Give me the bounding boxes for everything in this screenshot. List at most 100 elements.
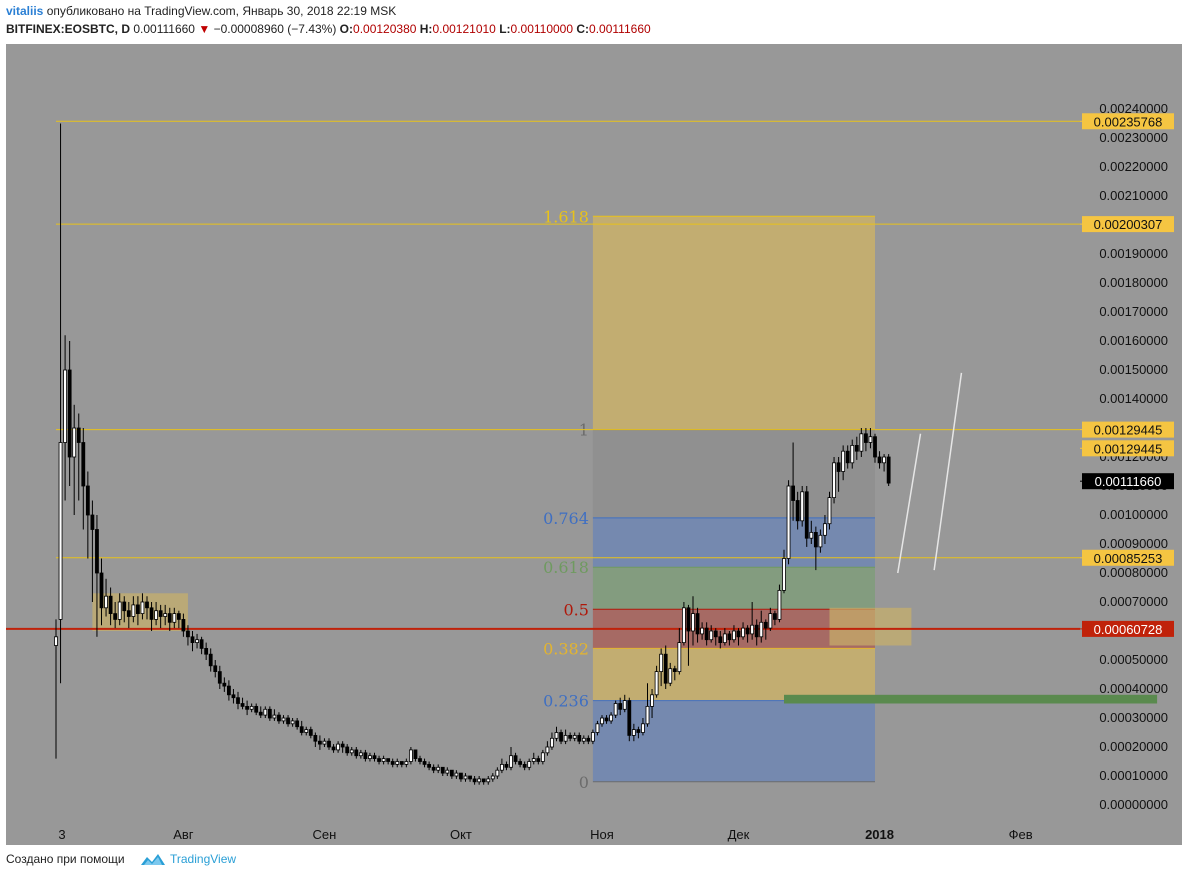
candle-body [804,491,809,539]
candle-body [99,572,104,609]
candle [431,764,436,774]
candle [713,628,718,646]
candle [58,123,63,684]
price-tick-label: 0.00230000 [1099,130,1168,145]
price-line-label: 0.00085253 [1094,551,1163,566]
fib-band-0-0.236 [592,700,875,782]
candle [864,428,868,452]
candle-body [554,732,559,739]
candle [622,694,627,713]
candle-body [763,621,768,629]
candle [108,587,113,626]
candle [358,749,363,759]
candle-body [627,700,632,736]
candle-body [263,708,268,716]
price-line-label: 0.00060728 [1094,622,1163,637]
low-value: 0.00110000 [510,22,574,36]
footer: Создано при помощи TradingView [0,845,1182,879]
candle-body [331,746,336,751]
candle-body [650,694,654,707]
candle-body [768,613,773,629]
candle [745,625,750,643]
candle [504,761,509,771]
candle [509,747,513,771]
price-tick-label: 0.00040000 [1099,681,1168,696]
candle [859,428,864,457]
candle-body [832,462,836,498]
candle [126,602,131,629]
candle-body [700,627,704,635]
candle [886,454,891,486]
candle [272,709,277,721]
price-tick-label: 0.00050000 [1099,652,1168,667]
candle-body [377,758,381,762]
candle [741,622,745,640]
candle [427,761,432,771]
candle [791,442,795,521]
fib-band-0.236-0.382 [592,648,875,701]
candle [677,628,682,675]
candle-body [713,630,718,638]
price-chart[interactable]: 00.2360.3820.50.6180.76411.6180.00000000… [0,44,1182,845]
candle-body [859,433,864,452]
candle [786,480,791,565]
candle-body [522,764,527,768]
candle [81,428,86,530]
candle-body [372,755,377,760]
chart-area[interactable]: 0 0.236 0.382 0.5 0.618 0.764 1 1.618 0.00000000… [0,44,1182,845]
time-tick-label: Фев [1009,827,1033,842]
candle-body [95,529,99,574]
candle [827,491,832,530]
trend-line [933,372,963,571]
candle-body [682,607,686,643]
candle-body [559,732,563,742]
candle-body [172,613,177,623]
candle-body [463,775,468,780]
high-value: 0.00121010 [432,22,496,36]
candle-body [354,749,359,757]
candle-body [845,450,850,464]
candle-body [873,436,877,458]
candle-body [154,610,159,620]
candle-body [54,636,58,646]
candle-body [117,601,122,620]
candle [832,457,836,504]
candle [763,619,768,640]
candle [85,471,90,559]
candle [823,515,827,544]
candle [163,604,168,626]
candle [440,766,445,776]
candle [686,604,691,666]
candle [754,619,759,646]
candle [631,723,636,742]
candle-body [886,456,891,484]
candle-body [149,607,154,620]
candle [104,578,108,617]
candle-body [609,714,613,722]
candle [522,761,527,771]
candle-body [240,703,245,707]
tradingview-logo-icon[interactable] [140,851,166,869]
candle [313,732,318,747]
candle [554,726,559,742]
candle [213,660,218,678]
candle [804,486,809,547]
candle [499,758,504,774]
candle-body [277,714,281,722]
candle-body [122,601,127,612]
candle-body [854,444,859,452]
candle [782,549,786,594]
candle [186,625,190,646]
candle [154,602,159,626]
candle-body [358,752,363,757]
author-link[interactable]: vitaliis [6,4,44,18]
candle-body [586,737,591,742]
candle [609,712,613,724]
tradingview-brand[interactable]: TradingView [170,852,237,866]
candle [563,729,568,745]
candle-body [868,436,873,443]
candle [395,758,400,768]
candle-body [131,604,136,617]
candle [172,607,177,629]
candle [195,633,199,649]
